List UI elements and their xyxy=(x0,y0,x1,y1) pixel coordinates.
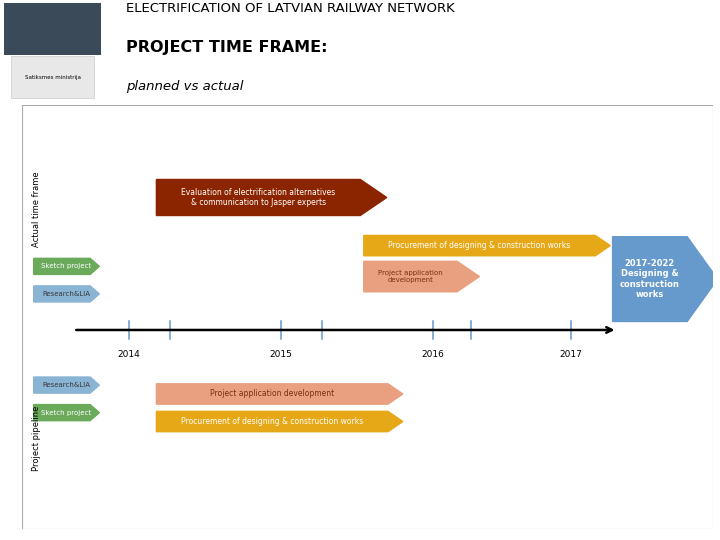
Text: 2016: 2016 xyxy=(421,350,444,359)
Polygon shape xyxy=(156,411,403,431)
Polygon shape xyxy=(34,258,99,274)
Text: 2015: 2015 xyxy=(269,350,292,359)
Text: Research&LIA: Research&LIA xyxy=(42,382,91,388)
Polygon shape xyxy=(364,261,480,292)
Text: Procurement of designing & construction works: Procurement of designing & construction … xyxy=(181,417,364,426)
Polygon shape xyxy=(34,286,99,302)
Text: PROJECT TIME FRAME:: PROJECT TIME FRAME: xyxy=(126,40,328,55)
Text: Research&LIA: Research&LIA xyxy=(42,291,91,297)
Text: Project pipeline: Project pipeline xyxy=(32,406,41,471)
Text: planned vs actual: planned vs actual xyxy=(126,80,243,93)
Text: ELECTRIFICATION OF LATVIAN RAILWAY NETWORK: ELECTRIFICATION OF LATVIAN RAILWAY NETWO… xyxy=(126,2,455,15)
Text: Project application
development: Project application development xyxy=(378,270,443,283)
Text: 2017-2022
Designing &
construction
works: 2017-2022 Designing & construction works xyxy=(620,259,680,299)
Polygon shape xyxy=(34,377,99,393)
FancyBboxPatch shape xyxy=(11,56,94,98)
Text: Satiksmes ministrija: Satiksmes ministrija xyxy=(24,76,81,80)
Text: Sketch project: Sketch project xyxy=(42,264,91,269)
Text: Actual time frame: Actual time frame xyxy=(32,171,41,247)
FancyBboxPatch shape xyxy=(4,3,101,55)
Polygon shape xyxy=(34,404,99,421)
Text: 2014: 2014 xyxy=(117,350,140,359)
Text: Procurement of designing & construction works: Procurement of designing & construction … xyxy=(388,241,571,250)
Text: Sketch project: Sketch project xyxy=(42,410,91,416)
Polygon shape xyxy=(156,384,403,404)
Polygon shape xyxy=(364,235,611,256)
Polygon shape xyxy=(156,179,387,215)
Text: Project application development: Project application development xyxy=(210,389,334,399)
Text: Evaluation of electrification alternatives
& communication to Jasper experts: Evaluation of electrification alternativ… xyxy=(181,188,336,207)
Text: 2017: 2017 xyxy=(559,350,582,359)
Polygon shape xyxy=(613,237,718,321)
